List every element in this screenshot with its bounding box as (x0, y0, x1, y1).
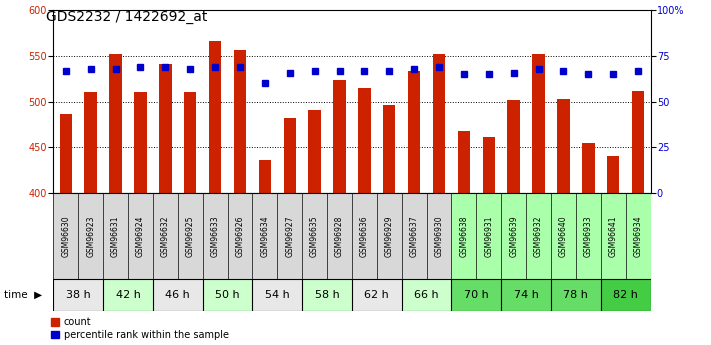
Text: 42 h: 42 h (116, 290, 140, 300)
Text: GSM96636: GSM96636 (360, 216, 369, 257)
Bar (184, 92, 196, 193)
Bar (209, 40, 221, 193)
Text: GSM96637: GSM96637 (410, 216, 419, 257)
Bar (309, 110, 321, 193)
Bar (408, 71, 420, 193)
Text: GSM96925: GSM96925 (186, 216, 195, 257)
Bar (526, 193, 551, 279)
Bar (551, 279, 601, 311)
Bar (60, 114, 72, 193)
Bar (582, 143, 594, 193)
Text: GSM96641: GSM96641 (609, 216, 618, 257)
Text: GSM96632: GSM96632 (161, 216, 170, 257)
Bar (234, 50, 246, 193)
Bar (632, 91, 644, 193)
Text: GDS2232 / 1422692_at: GDS2232 / 1422692_at (46, 10, 208, 24)
Bar (252, 279, 302, 311)
Bar (601, 193, 626, 279)
Bar (483, 137, 495, 193)
Text: GSM96928: GSM96928 (335, 216, 344, 257)
Text: GSM96929: GSM96929 (385, 216, 394, 257)
Bar (383, 106, 395, 193)
Text: 78 h: 78 h (564, 290, 588, 300)
Text: GSM96934: GSM96934 (634, 216, 643, 257)
Text: GSM96635: GSM96635 (310, 216, 319, 257)
Bar (427, 193, 451, 279)
Bar (501, 279, 551, 311)
Bar (228, 193, 252, 279)
Text: GSM96631: GSM96631 (111, 216, 120, 257)
Text: GSM96633: GSM96633 (210, 216, 220, 257)
Bar (557, 99, 570, 193)
Bar (53, 193, 78, 279)
Bar (402, 193, 427, 279)
Text: GSM96931: GSM96931 (484, 216, 493, 257)
Bar (551, 193, 576, 279)
Text: GSM96923: GSM96923 (86, 216, 95, 257)
Bar (533, 54, 545, 193)
Bar (284, 118, 296, 193)
Text: GSM96927: GSM96927 (285, 216, 294, 257)
Bar (159, 64, 171, 193)
Text: 38 h: 38 h (66, 290, 90, 300)
Bar (252, 193, 277, 279)
Bar (433, 54, 445, 193)
Bar (109, 54, 122, 193)
Text: 54 h: 54 h (265, 290, 289, 300)
Bar (451, 279, 501, 311)
Bar (203, 193, 228, 279)
Bar (153, 279, 203, 311)
Text: 66 h: 66 h (415, 290, 439, 300)
Bar (508, 100, 520, 193)
Bar (302, 279, 352, 311)
Text: 74 h: 74 h (514, 290, 538, 300)
Bar (302, 193, 327, 279)
Bar (203, 279, 252, 311)
Text: GSM96630: GSM96630 (61, 216, 70, 257)
Bar (607, 156, 619, 193)
Bar (327, 193, 352, 279)
Text: GSM96926: GSM96926 (235, 216, 245, 257)
Bar (377, 193, 402, 279)
Text: GSM96933: GSM96933 (584, 216, 593, 257)
Bar (259, 160, 271, 193)
Text: 50 h: 50 h (215, 290, 240, 300)
Bar (53, 279, 103, 311)
Bar (358, 88, 370, 193)
Bar (134, 92, 146, 193)
Bar (178, 193, 203, 279)
Bar (626, 193, 651, 279)
Bar (451, 193, 476, 279)
Bar (576, 193, 601, 279)
Text: 46 h: 46 h (166, 290, 190, 300)
Bar (103, 193, 128, 279)
Bar (352, 279, 402, 311)
Bar (352, 193, 377, 279)
Text: GSM96638: GSM96638 (459, 216, 469, 257)
Bar (402, 279, 451, 311)
Bar (153, 193, 178, 279)
Text: 58 h: 58 h (315, 290, 339, 300)
Legend: count, percentile rank within the sample: count, percentile rank within the sample (51, 317, 229, 340)
Text: GSM96634: GSM96634 (260, 216, 269, 257)
Text: 62 h: 62 h (365, 290, 389, 300)
Bar (458, 131, 470, 193)
Text: GSM96639: GSM96639 (509, 216, 518, 257)
Text: GSM96640: GSM96640 (559, 216, 568, 257)
Bar (85, 92, 97, 193)
Text: time  ▶: time ▶ (4, 290, 42, 300)
Bar (333, 80, 346, 193)
Bar (277, 193, 302, 279)
Text: GSM96932: GSM96932 (534, 216, 543, 257)
Text: 82 h: 82 h (614, 290, 638, 300)
Bar (476, 193, 501, 279)
Bar (78, 193, 103, 279)
Bar (103, 279, 153, 311)
Bar (128, 193, 153, 279)
Bar (501, 193, 526, 279)
Text: 70 h: 70 h (464, 290, 488, 300)
Bar (601, 279, 651, 311)
Text: GSM96924: GSM96924 (136, 216, 145, 257)
Text: GSM96930: GSM96930 (434, 216, 444, 257)
